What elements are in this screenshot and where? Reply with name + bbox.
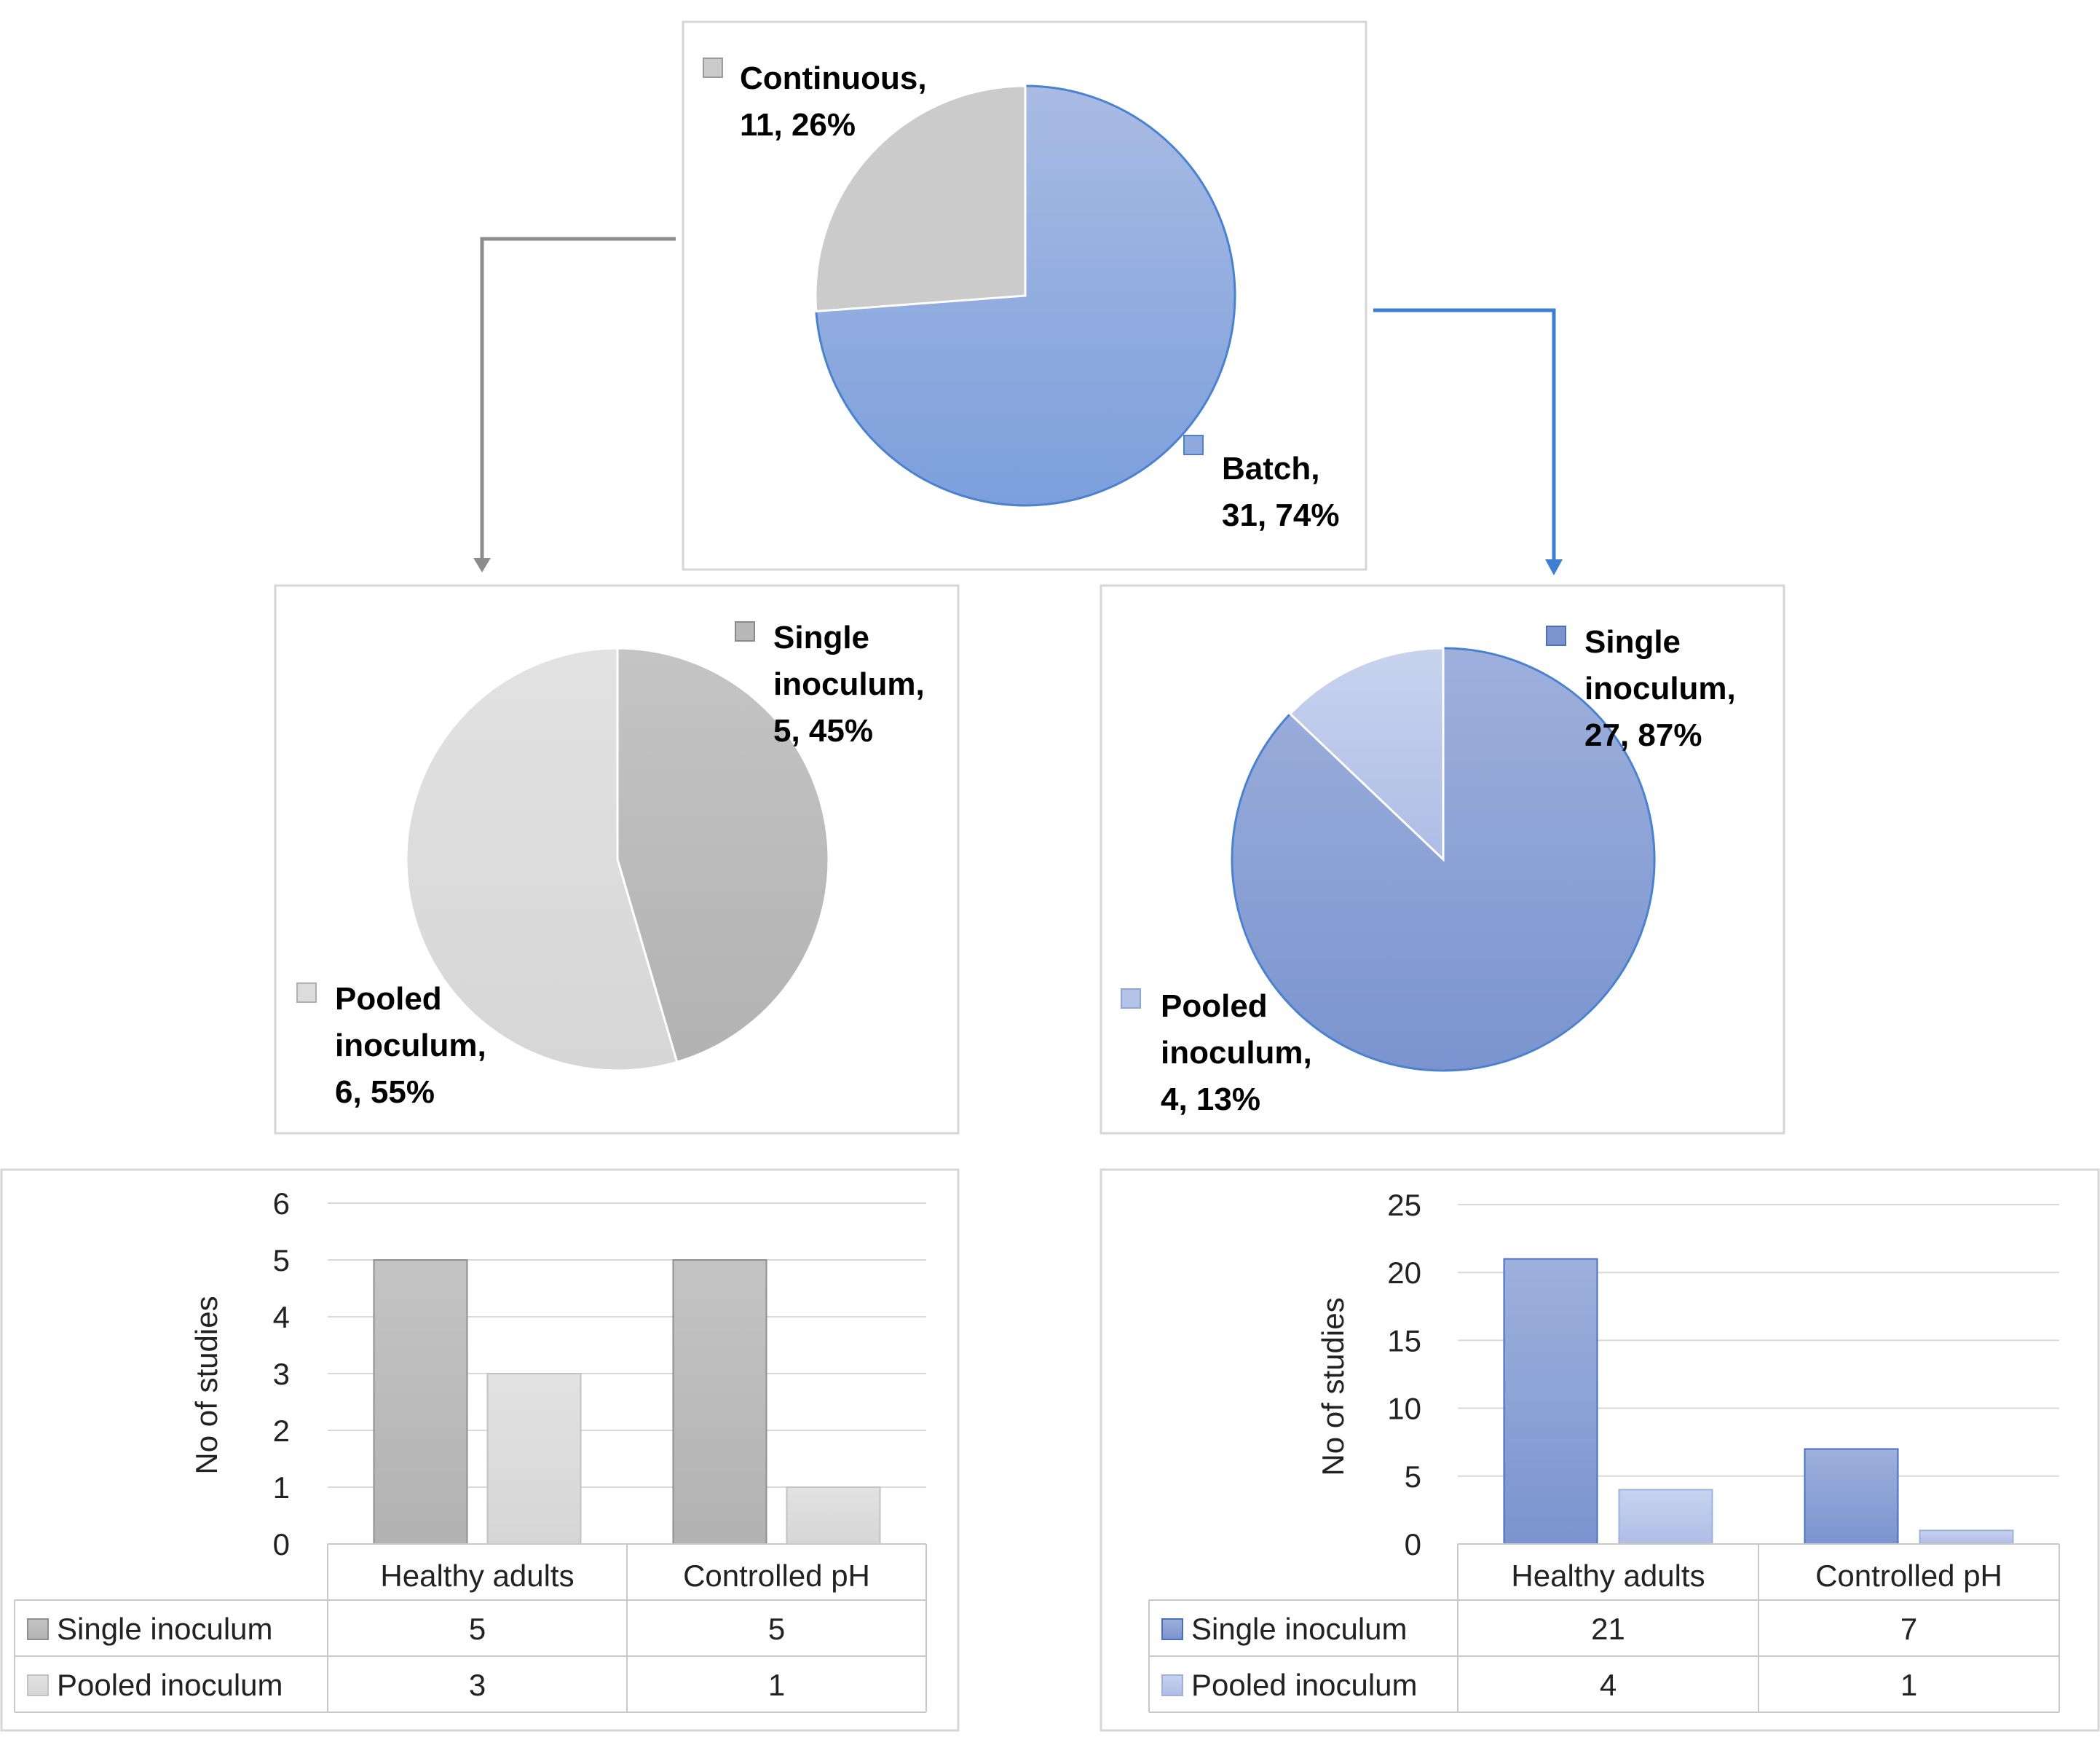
left-single-label-line3: 5, 45% <box>773 713 873 749</box>
right-pooled-label-line3: 4, 13% <box>1161 1082 1260 1117</box>
table-cell-single-inoculum-healthy-adults: 5 <box>469 1612 486 1646</box>
y-tick-label: 25 <box>1387 1188 1421 1222</box>
left-single-legend-marker <box>735 621 755 642</box>
table-cell-single-inoculum-healthy-adults: 21 <box>1591 1612 1625 1646</box>
continuous-legend-marker <box>703 58 723 78</box>
right-pooled-legend-marker <box>1121 988 1141 1009</box>
y-tick-label: 0 <box>1405 1527 1421 1561</box>
y-tick-label: 2 <box>273 1414 290 1448</box>
bar-single-inoculum-controlled-ph <box>1804 1448 1899 1545</box>
table-cell-pooled-inoculum-healthy-adults: 4 <box>1600 1668 1617 1702</box>
right-y-axis-title: No of studies <box>1316 1297 1350 1476</box>
y-tick-label: 4 <box>273 1300 290 1334</box>
y-tick-label: 5 <box>1405 1460 1421 1494</box>
continuous-breakdown-pie <box>405 647 830 1072</box>
continuous-label-line2: 11, 26% <box>740 107 856 143</box>
table-cell-pooled-inoculum-controlled-ph: 1 <box>1900 1668 1917 1702</box>
left-pooled-label-line3: 6, 55% <box>335 1074 435 1110</box>
batch-bar-chart: 0 5 10 15 20 25 Healthy adults Controlled pH Sin… <box>1148 1188 2060 1713</box>
category-label-healthy-adults: Healthy adults <box>380 1559 574 1593</box>
table-cell-pooled-inoculum-healthy-adults: 3 <box>469 1668 486 1702</box>
y-tick-label: 6 <box>273 1186 290 1221</box>
y-tick-label: 1 <box>273 1470 290 1505</box>
series-label-pooled-inoculum: Pooled inoculum <box>1191 1668 1418 1702</box>
y-tick-label: 10 <box>1387 1392 1421 1426</box>
bar-single-inoculum-healthy-adults <box>373 1259 468 1545</box>
legend-key-single-inoculum <box>27 1618 49 1640</box>
batch-legend-marker <box>1183 435 1204 455</box>
pie-slice-continuous <box>814 84 1027 313</box>
series-label-single-inoculum: Single inoculum <box>57 1612 273 1646</box>
pie-slice-pooled-inoculum <box>1288 647 1445 862</box>
batch-breakdown-pie <box>1231 647 1656 1072</box>
left-y-axis-title: No of studies <box>189 1296 224 1474</box>
y-tick-label: 3 <box>273 1357 290 1391</box>
bar-pooled-inoculum-healthy-adults <box>486 1373 582 1545</box>
left-pooled-label-line1: Pooled <box>335 981 442 1017</box>
left-single-label-line1: Single <box>773 620 869 655</box>
y-tick-label: 20 <box>1387 1256 1421 1290</box>
continuous-connector-arrow <box>473 237 676 572</box>
right-single-label-line3: 27, 87% <box>1584 717 1702 753</box>
series-label-pooled-inoculum: Pooled inoculum <box>57 1668 283 1702</box>
right-pooled-label-line1: Pooled <box>1161 988 1268 1024</box>
right-pooled-label-line2: inoculum, <box>1161 1035 1312 1071</box>
y-tick-label: 15 <box>1387 1323 1421 1358</box>
table-cell-single-inoculum-controlled-ph: 5 <box>768 1612 785 1646</box>
batch-label-line1: Batch, <box>1222 451 1319 487</box>
right-single-label-line1: Single <box>1584 624 1681 660</box>
y-tick-label: 5 <box>273 1243 290 1277</box>
left-single-label-line2: inoculum, <box>773 666 925 702</box>
series-label-single-inoculum: Single inoculum <box>1191 1612 1408 1646</box>
continuous-label-line1: Continuous, <box>740 60 927 96</box>
legend-key-pooled-inoculum <box>1161 1674 1183 1696</box>
batch-label-line2: 31, 74% <box>1222 497 1339 533</box>
table-cell-pooled-inoculum-controlled-ph: 1 <box>768 1668 785 1702</box>
left-pooled-label-line2: inoculum, <box>335 1028 486 1063</box>
pie-slice-single-inoculum <box>616 647 830 1064</box>
batch-connector-arrow <box>1373 308 1563 575</box>
bar-pooled-inoculum-controlled-ph <box>786 1486 881 1545</box>
category-label-controlled-ph: Controlled pH <box>683 1559 870 1593</box>
continuous-bar-frame <box>0 1168 960 1732</box>
bar-pooled-inoculum-healthy-adults <box>1618 1489 1713 1545</box>
bar-pooled-inoculum-controlled-ph <box>1919 1529 2014 1545</box>
legend-key-single-inoculum <box>1161 1618 1183 1640</box>
category-label-controlled-ph: Controlled pH <box>1815 1559 2002 1593</box>
left-pooled-legend-marker <box>296 982 317 1003</box>
pie-slice-pooled-inoculum <box>405 647 679 1072</box>
bar-single-inoculum-healthy-adults <box>1503 1258 1598 1545</box>
y-tick-label: 0 <box>273 1527 290 1561</box>
top-pie <box>814 84 1236 507</box>
continuous-bar-chart: 0 1 2 3 4 5 6 Healthy adults Controlled pH Single… <box>14 1186 927 1713</box>
legend-key-pooled-inoculum <box>27 1674 49 1696</box>
bar-single-inoculum-controlled-ph <box>672 1259 767 1545</box>
table-cell-single-inoculum-controlled-ph: 7 <box>1900 1612 1917 1646</box>
batch-bar-frame <box>1100 1168 2100 1732</box>
right-single-label-line2: inoculum, <box>1584 671 1736 706</box>
right-single-legend-marker <box>1546 626 1566 646</box>
category-label-healthy-adults: Healthy adults <box>1511 1559 1705 1593</box>
